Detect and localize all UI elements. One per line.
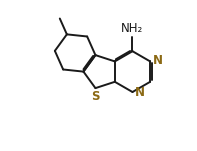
Text: NH₂: NH₂: [121, 22, 144, 35]
Text: N: N: [135, 87, 145, 100]
Text: N: N: [152, 54, 163, 67]
Text: S: S: [91, 90, 100, 103]
